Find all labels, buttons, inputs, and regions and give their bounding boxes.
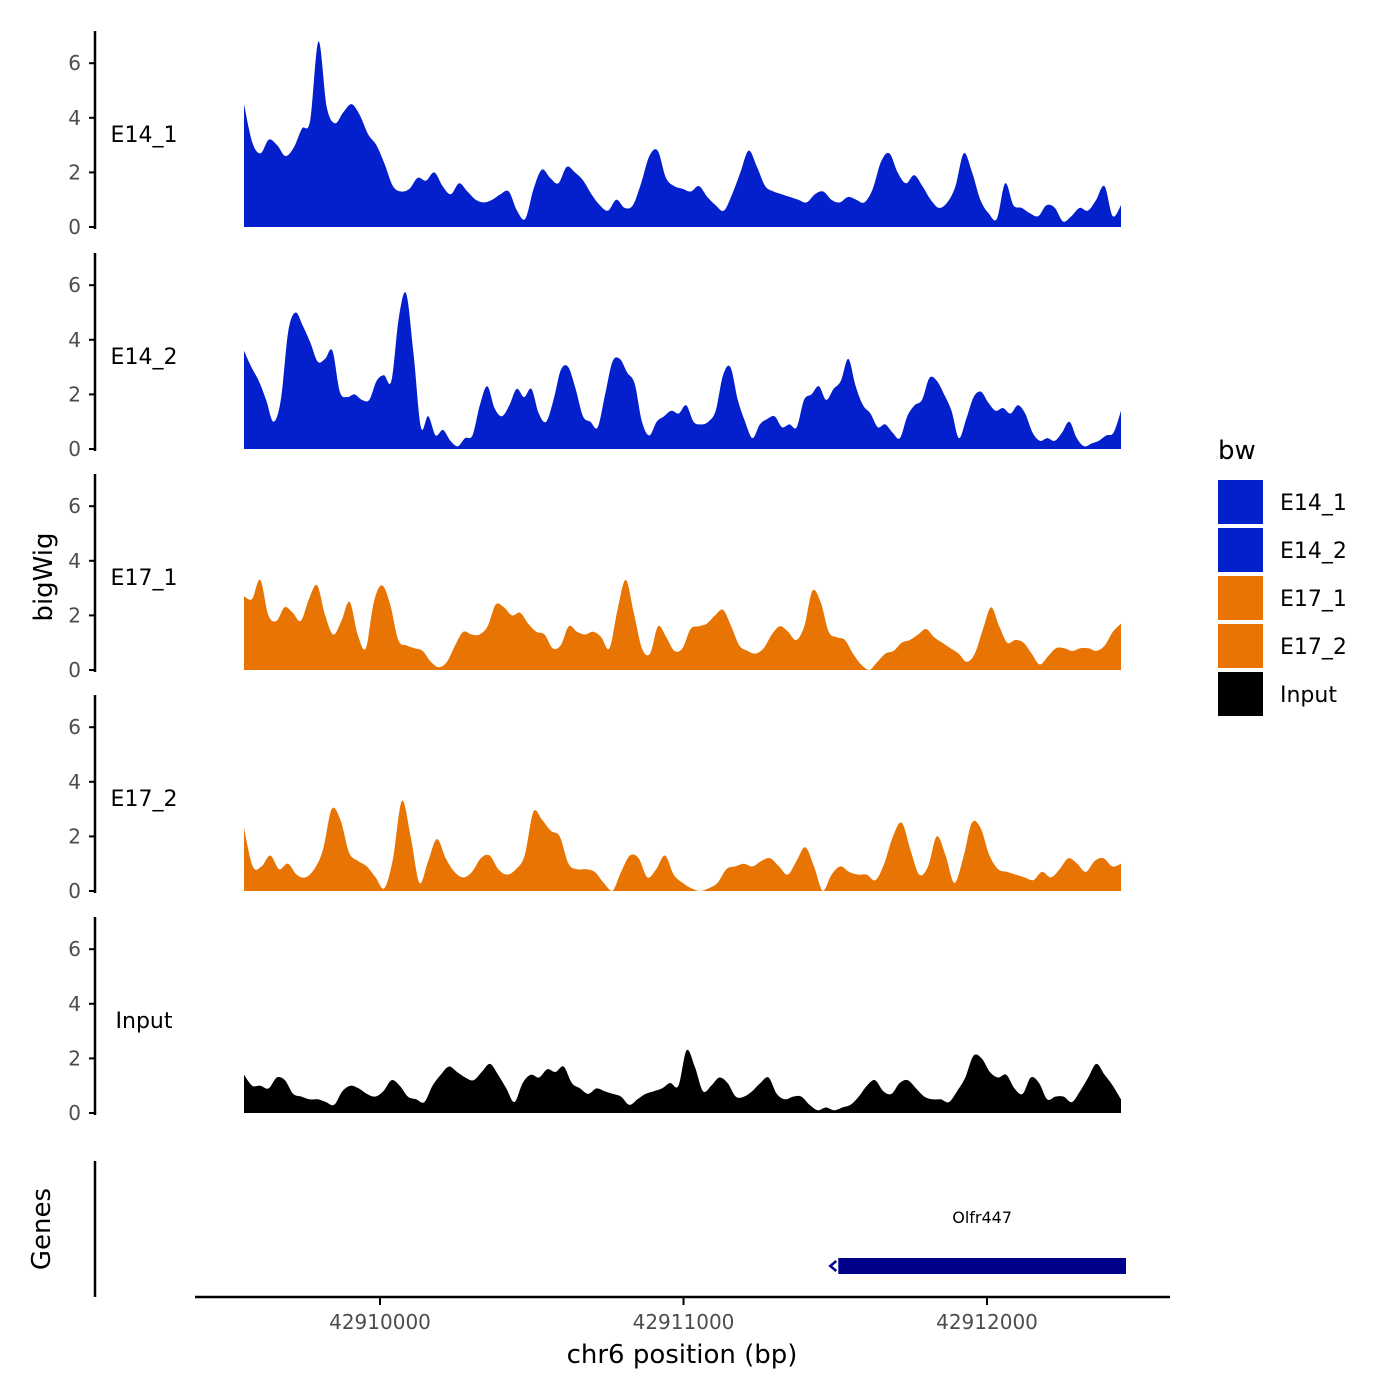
signal-area-e14-1 bbox=[244, 41, 1121, 227]
y-tick-label: 2 bbox=[68, 382, 81, 406]
track-label: E17_1 bbox=[111, 566, 178, 591]
legend-label: E17_1 bbox=[1280, 587, 1347, 612]
track-e17-2: 0 2 4 6 E17_2 bbox=[68, 695, 1121, 903]
y-tick-label: 6 bbox=[68, 715, 81, 739]
y-tick-label: 0 bbox=[68, 437, 81, 461]
gene-track: Olfr447 bbox=[828, 1208, 1126, 1274]
track-label: E17_2 bbox=[111, 787, 178, 812]
genes-panel: Olfr447 bbox=[93, 1161, 1126, 1297]
y-tick-label: 2 bbox=[68, 1046, 81, 1070]
legend-swatch-e17-1 bbox=[1218, 576, 1263, 620]
track-e17-1: 0 2 4 6 E17_1 bbox=[68, 474, 1121, 682]
y-tick-label: 4 bbox=[68, 992, 81, 1016]
x-axis-title: chr6 position (bp) bbox=[567, 1340, 798, 1370]
y-axis-title: bigWig bbox=[29, 532, 59, 621]
legend: bw E14_1 E14_2 E17_1 E17_2 Input bbox=[1218, 436, 1347, 716]
legend-label: E14_2 bbox=[1280, 539, 1347, 564]
y-tick-label: 2 bbox=[68, 160, 81, 184]
y-tick-label: 6 bbox=[68, 51, 81, 75]
signal-area-e17-1 bbox=[244, 579, 1121, 670]
signal-area-input bbox=[244, 1049, 1121, 1113]
legend-label: E17_2 bbox=[1280, 635, 1347, 660]
y-tick-label: 6 bbox=[68, 494, 81, 518]
y-tick-label: 0 bbox=[68, 1101, 81, 1125]
y-tick-label: 4 bbox=[68, 106, 81, 130]
track-e14-2: 0 2 4 6 E14_2 bbox=[68, 253, 1121, 461]
y-tick-label: 0 bbox=[68, 879, 81, 903]
genes-axis-title: Genes bbox=[27, 1188, 57, 1270]
signal-area-e17-2 bbox=[244, 800, 1121, 891]
y-tick-label: 6 bbox=[68, 273, 81, 297]
track-label: Input bbox=[116, 1009, 173, 1034]
bigwig-tracks: 0 2 4 6 E14_1 0 2 4 6 E14_2 0 2 4 6 E17_1 0 2 4 6 E17_2 0 2 4 6… bbox=[68, 31, 1121, 1125]
y-tick-label: 4 bbox=[68, 549, 81, 573]
x-axis: 42910000 42911000 42912000 bbox=[195, 1295, 1170, 1334]
y-tick-label: 4 bbox=[68, 328, 81, 352]
y-tick-label: 2 bbox=[68, 824, 81, 848]
legend-label: Input bbox=[1280, 683, 1337, 708]
track-label: E14_1 bbox=[111, 123, 178, 148]
gene-body bbox=[838, 1258, 1126, 1274]
x-tick-label: 42911000 bbox=[633, 1310, 735, 1334]
track-e14-1: 0 2 4 6 E14_1 bbox=[68, 31, 1121, 239]
legend-title: bw bbox=[1218, 436, 1256, 466]
y-tick-label: 6 bbox=[68, 937, 81, 961]
gene-strand-arrow bbox=[828, 1260, 838, 1272]
signal-area-e14-2 bbox=[244, 292, 1121, 449]
legend-label: E14_1 bbox=[1280, 491, 1347, 516]
track-label: E14_2 bbox=[111, 345, 178, 370]
gene-label: Olfr447 bbox=[952, 1208, 1012, 1227]
legend-swatch-e17-2 bbox=[1218, 624, 1263, 668]
x-tick-label: 42912000 bbox=[936, 1310, 1038, 1334]
y-tick-label: 0 bbox=[68, 215, 81, 239]
legend-swatch-e14-2 bbox=[1218, 528, 1263, 572]
track-input: 0 2 4 6 Input bbox=[68, 917, 1121, 1125]
legend-swatch-e14-1 bbox=[1218, 480, 1263, 524]
legend-swatch-input bbox=[1218, 672, 1263, 716]
y-tick-label: 2 bbox=[68, 603, 81, 627]
y-tick-label: 0 bbox=[68, 658, 81, 682]
x-tick-label: 42910000 bbox=[329, 1310, 431, 1334]
y-tick-label: 4 bbox=[68, 770, 81, 794]
